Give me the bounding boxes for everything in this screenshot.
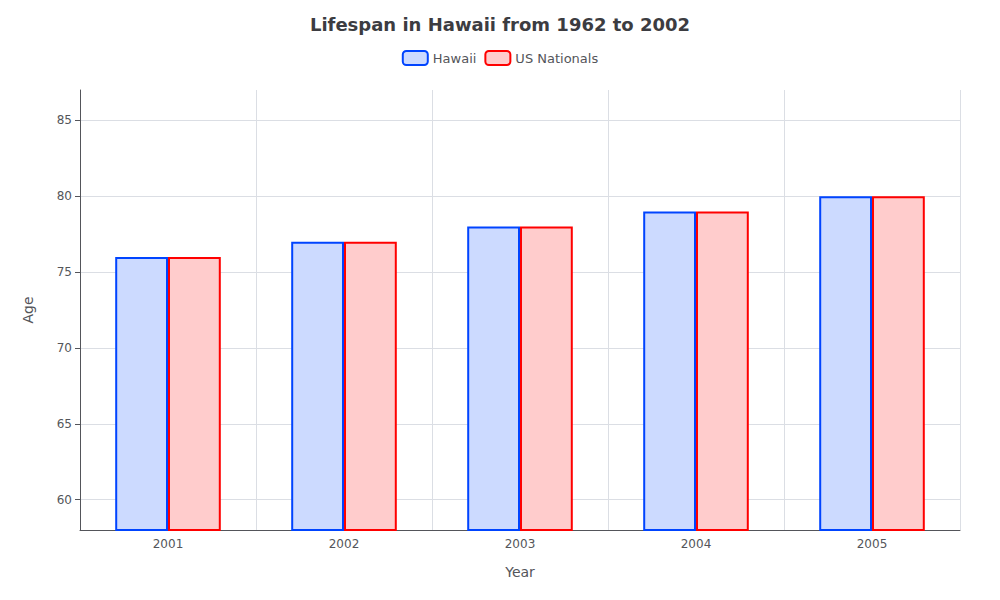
svg-text:75: 75	[57, 265, 72, 279]
svg-text:80: 80	[57, 189, 72, 203]
svg-text:Hawaii: Hawaii	[433, 51, 477, 66]
svg-text:85: 85	[57, 113, 72, 127]
svg-text:65: 65	[57, 417, 72, 431]
svg-text:2005: 2005	[857, 537, 888, 551]
svg-text:2004: 2004	[681, 537, 712, 551]
svg-text:2003: 2003	[505, 537, 536, 551]
svg-text:70: 70	[57, 341, 72, 355]
svg-text:Age: Age	[20, 296, 36, 323]
svg-text:Year: Year	[504, 564, 535, 580]
svg-text:US Nationals: US Nationals	[515, 51, 598, 66]
svg-text:60: 60	[57, 493, 72, 507]
svg-text:2001: 2001	[153, 537, 184, 551]
svg-text:2002: 2002	[329, 537, 360, 551]
svg-text:Lifespan in Hawaii from 1962 t: Lifespan in Hawaii from 1962 to 2002	[310, 14, 690, 35]
